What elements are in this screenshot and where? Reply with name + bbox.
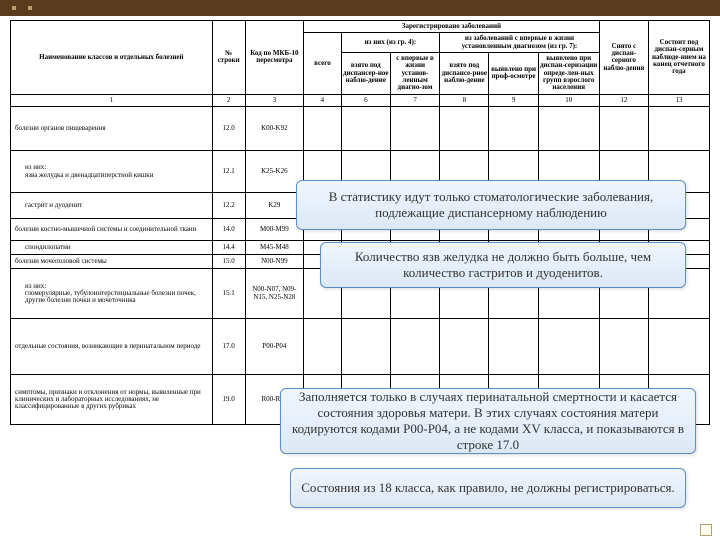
row-line: 14.0 bbox=[212, 219, 245, 241]
column-number-row: 123 467 8910 1213 bbox=[11, 94, 710, 106]
empty-cell bbox=[390, 319, 439, 375]
row-name: симптомы, признаки и отклонения от нормы… bbox=[11, 375, 213, 425]
col9-header: выявлено при проф-осмотре bbox=[489, 53, 538, 95]
empty-cell bbox=[341, 319, 390, 375]
row-code: M00-M99 bbox=[245, 219, 304, 241]
empty-cell bbox=[648, 107, 709, 151]
col7-header: с впервые в жизни установ-ленным диагно-… bbox=[390, 53, 439, 95]
empty-cell bbox=[440, 107, 489, 151]
callout-class18: Состояния из 18 класса, как правило, не … bbox=[290, 468, 686, 508]
row-line: 17.0 bbox=[212, 319, 245, 375]
col4-header: всего bbox=[304, 33, 342, 94]
row-line: 14.4 bbox=[212, 241, 245, 255]
row-name: из них:язва желудка и двенадцатиперстной… bbox=[11, 151, 213, 193]
empty-cell bbox=[599, 319, 648, 375]
col-code-header: Код по МКБ-10 пересмотра bbox=[245, 21, 304, 95]
col6-header: взято под диспансер-ное наблю-дение bbox=[341, 53, 390, 95]
empty-cell bbox=[390, 107, 439, 151]
row-code: K25-K26 bbox=[245, 151, 304, 193]
empty-cell bbox=[304, 319, 342, 375]
row-line: 12.1 bbox=[212, 151, 245, 193]
row-code: M45-M48 bbox=[245, 241, 304, 255]
row-name: болезни мочеполовой системы bbox=[11, 255, 213, 269]
page-corner-icon bbox=[700, 524, 712, 536]
row-name: гастрит и дуоденит bbox=[11, 193, 213, 219]
empty-cell bbox=[538, 107, 599, 151]
empty-cell bbox=[304, 107, 342, 151]
table-row: болезни органов пищеварения12.0K00-K92 bbox=[11, 107, 710, 151]
col12-header: Снято с диспан-серного наблю-дения bbox=[599, 21, 648, 95]
row-code: K29 bbox=[245, 193, 304, 219]
empty-cell bbox=[489, 107, 538, 151]
row-name: спондилопатии bbox=[11, 241, 213, 255]
decorative-topbar bbox=[0, 0, 720, 16]
subheader-left: из них (из гр. 4): bbox=[341, 33, 440, 53]
empty-cell bbox=[538, 319, 599, 375]
col8-header: взято под диспансе-рное наблю-дение bbox=[440, 53, 489, 95]
row-line: 12.0 bbox=[212, 107, 245, 151]
row-name: болезни органов пищеварения bbox=[11, 107, 213, 151]
empty-cell bbox=[440, 319, 489, 375]
row-line: 15.0 bbox=[212, 255, 245, 269]
table-row: отдельные состояния, возникающие в перин… bbox=[11, 319, 710, 375]
row-code: P00-P04 bbox=[245, 319, 304, 375]
col13-header: Состоит под диспан-серным наблюде-нием н… bbox=[648, 21, 709, 95]
col10-header: выявлено при диспан-серизации опреде-лен… bbox=[538, 53, 599, 95]
row-code: N00-N99 bbox=[245, 255, 304, 269]
group-header-top: Зарегистрировано заболеваний bbox=[304, 21, 600, 33]
subheader-right: из заболеваний с впервые в жизни установ… bbox=[440, 33, 600, 53]
row-name: болезни костно-мышечной системы и соедин… bbox=[11, 219, 213, 241]
row-line: 12.2 bbox=[212, 193, 245, 219]
col-name-header: Наименование классов и отдельных болезне… bbox=[11, 21, 213, 95]
row-name: из них:гломерулярные, тубулоинтерстициал… bbox=[11, 269, 213, 319]
col-line-header: № строки bbox=[212, 21, 245, 95]
callout-perinatal: Заполняется только в случаях перинатальн… bbox=[280, 388, 696, 454]
empty-cell bbox=[599, 107, 648, 151]
row-line: 19.0 bbox=[212, 375, 245, 425]
callout-ulcer: Количество язв желудка не должно быть бо… bbox=[320, 242, 686, 288]
row-line: 15.1 bbox=[212, 269, 245, 319]
callout-stomatology: В статистику идут только стоматологическ… bbox=[296, 180, 686, 230]
empty-cell bbox=[648, 319, 709, 375]
row-name: отдельные состояния, возникающие в перин… bbox=[11, 319, 213, 375]
empty-cell bbox=[489, 319, 538, 375]
row-code: K00-K92 bbox=[245, 107, 304, 151]
empty-cell bbox=[341, 107, 390, 151]
row-code: N00-N07, N09-N15, N25-N28 bbox=[245, 269, 304, 319]
